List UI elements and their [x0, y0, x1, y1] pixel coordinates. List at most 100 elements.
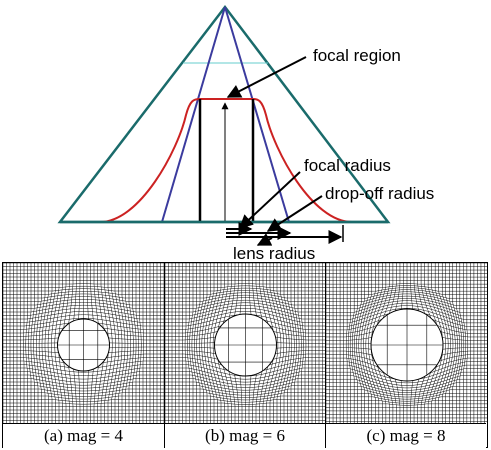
grid-line: [434, 263, 449, 423]
grid-line: [326, 382, 488, 393]
grid-line: [28, 263, 32, 423]
grid-line: [107, 263, 116, 423]
grid-line: [165, 381, 326, 391]
grid-line: [184, 263, 187, 423]
grid-line: [128, 263, 134, 423]
dropoff-radius-pointer: [266, 195, 323, 232]
grid-line: [125, 263, 131, 423]
focal-radius-pointer: [238, 171, 301, 229]
grid-line: [280, 263, 290, 423]
grid-line: [165, 402, 326, 405]
grid-line: [459, 263, 465, 423]
grid-line: [326, 378, 488, 391]
grid-line: [44, 263, 53, 423]
grid-line: [23, 263, 25, 423]
grid-line: [25, 263, 28, 423]
lens-radius-pointer: [256, 233, 273, 246]
grid-line: [3, 392, 164, 397]
grid-line: [290, 263, 297, 423]
lens-diagram: focal region focal radius drop-off radiu…: [57, 4, 434, 262]
grid-line: [326, 393, 488, 400]
grid-line: [198, 263, 208, 423]
grid-line: [297, 263, 302, 423]
grid-line: [165, 374, 326, 386]
grid-line: [30, 263, 35, 423]
grid-line: [165, 371, 326, 383]
focal-inner-grid: [214, 314, 277, 376]
grid-line: [36, 263, 42, 423]
grid-line: [326, 368, 488, 384]
magnification-panels: (a) mag = 4 (b) mag = 6 (c) mag = 8: [2, 262, 488, 448]
grid-line: [111, 263, 120, 423]
grid-line: [3, 395, 164, 400]
grid-line: [201, 263, 211, 423]
grid-line: [41, 263, 49, 423]
grid-line: [431, 263, 446, 423]
grid-line: [3, 367, 164, 376]
grid-line: [187, 263, 190, 423]
grid-line: [3, 371, 164, 380]
grid-line: [301, 263, 304, 423]
grid-line: [326, 389, 488, 398]
grid-line: [463, 263, 467, 423]
grid-line: [283, 263, 293, 423]
grid-line: [368, 263, 383, 423]
grid-line: [438, 263, 451, 423]
grid-line: [345, 263, 348, 423]
focal-inner-grid: [371, 309, 443, 381]
grid-line: [3, 385, 164, 392]
grid-line: [165, 378, 326, 388]
caption-mag-4: (a) mag = 4: [3, 423, 164, 448]
lens-grid-mag-6: [165, 263, 326, 423]
grid-line: [456, 263, 462, 423]
panel-mag-4: (a) mag = 4: [3, 263, 164, 448]
grid-line: [142, 263, 144, 423]
label-lens-radius: lens radius: [233, 244, 315, 262]
panel-mag-6: (b) mag = 6: [164, 263, 326, 448]
grid-line: [466, 263, 469, 423]
label-dropoff-radius: drop-off radius: [325, 184, 434, 203]
grid-line: [358, 263, 369, 423]
panel-mag-8: (c) mag = 8: [325, 263, 488, 448]
grid-line: [165, 385, 326, 393]
grid-line: [132, 263, 137, 423]
grid-line: [452, 263, 460, 423]
grid-line: [354, 263, 362, 423]
grid-line: [363, 263, 376, 423]
grid-line: [165, 392, 326, 398]
focal-inner-grid: [57, 319, 110, 371]
grid-line: [356, 263, 365, 423]
grid-line: [33, 263, 39, 423]
grid-line: [189, 263, 194, 423]
lens-grid-mag-8: [326, 263, 488, 423]
grid-line: [121, 263, 129, 423]
grid-line: [194, 263, 201, 423]
grid-line: [165, 388, 326, 396]
grid-line: [326, 371, 488, 386]
grid-line: [165, 367, 326, 380]
grid-line: [365, 263, 380, 423]
caption-mag-6: (b) mag = 6: [165, 423, 325, 448]
grid-line: [3, 388, 164, 394]
grid-line: [191, 263, 197, 423]
grid-line: [3, 402, 164, 405]
grid-line: [326, 403, 488, 406]
grid-line: [3, 378, 164, 386]
grid-line: [304, 263, 307, 423]
label-focal-region: focal region: [313, 46, 401, 65]
grid-line: [294, 263, 300, 423]
caption-mag-8: (c) mag = 8: [326, 423, 486, 448]
grid-line: [118, 263, 126, 423]
grid-line: [139, 263, 142, 423]
grid-line: [135, 263, 139, 423]
grid-line: [349, 263, 355, 423]
grid-line: [3, 374, 164, 383]
grid-line: [441, 263, 454, 423]
grid-line: [165, 399, 326, 403]
grid-line: [326, 386, 488, 396]
grid-line: [326, 375, 488, 389]
grid-line: [3, 399, 164, 402]
inner-cone-right: [224, 6, 290, 223]
grid-line: [445, 263, 456, 423]
grid-line: [47, 263, 56, 423]
